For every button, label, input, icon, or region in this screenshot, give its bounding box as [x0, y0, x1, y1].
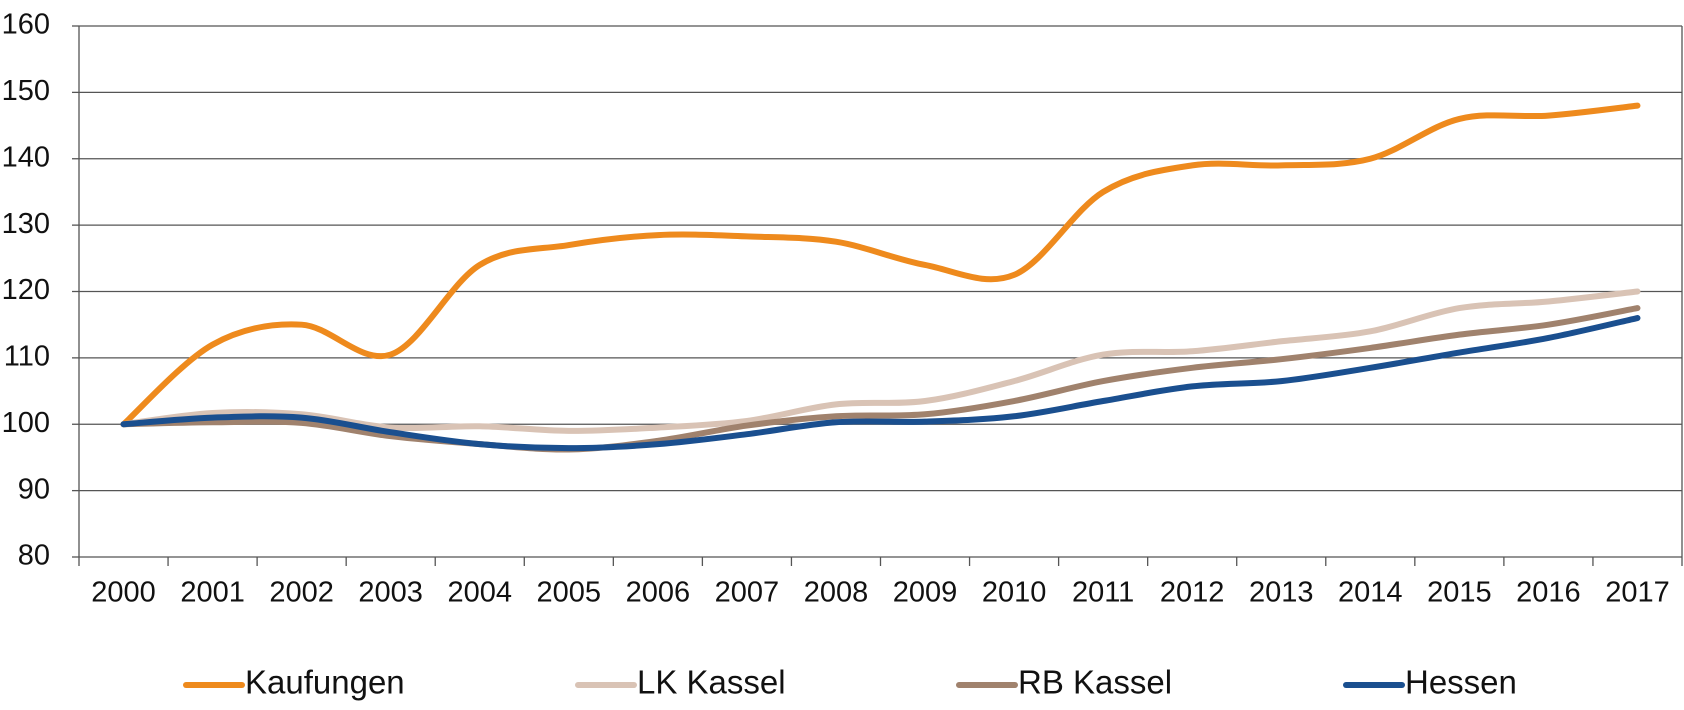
y-tick-label: 160: [2, 9, 50, 41]
x-tick-label: 2017: [1605, 577, 1670, 609]
y-tick-label: 100: [2, 407, 50, 439]
x-tick-label: 2009: [893, 577, 958, 609]
legend-label: Kaufungen: [245, 664, 405, 701]
y-tick-label: 120: [2, 274, 50, 306]
legend-label: RB Kassel: [1018, 664, 1172, 701]
legend-label: Hessen: [1405, 664, 1517, 701]
x-tick-label: 2004: [447, 577, 512, 609]
x-tick-label: 2000: [91, 577, 156, 609]
x-tick-label: 2006: [626, 577, 691, 609]
x-tick-label: 2001: [180, 577, 245, 609]
x-tick-label: 2012: [1160, 577, 1225, 609]
x-tick-label: 2013: [1249, 577, 1314, 609]
x-tick-label: 2011: [1072, 577, 1134, 609]
y-tick-label: 130: [2, 208, 50, 240]
x-tick-label: 2010: [982, 577, 1047, 609]
y-tick-label: 110: [4, 341, 50, 373]
x-tick-label: 2002: [269, 577, 334, 609]
y-tick-label: 80: [18, 540, 50, 572]
x-tick-label: 2008: [804, 577, 869, 609]
x-tick-label: 2005: [537, 577, 602, 609]
y-tick-label: 140: [2, 141, 50, 173]
line-series: [120, 288, 1641, 434]
y-tick-label: 150: [2, 75, 50, 107]
x-tick-label: 2003: [358, 577, 423, 609]
x-tick-label: 2007: [715, 577, 780, 609]
line-series: [120, 315, 1641, 452]
line-series: [120, 305, 1641, 453]
y-tick-label: 90: [18, 473, 50, 505]
x-tick-label: 2015: [1427, 577, 1492, 609]
x-tick-label: 2014: [1338, 577, 1403, 609]
x-tick-label: 2016: [1516, 577, 1581, 609]
legend-label: LK Kassel: [637, 664, 786, 701]
line-series: [120, 102, 1641, 428]
